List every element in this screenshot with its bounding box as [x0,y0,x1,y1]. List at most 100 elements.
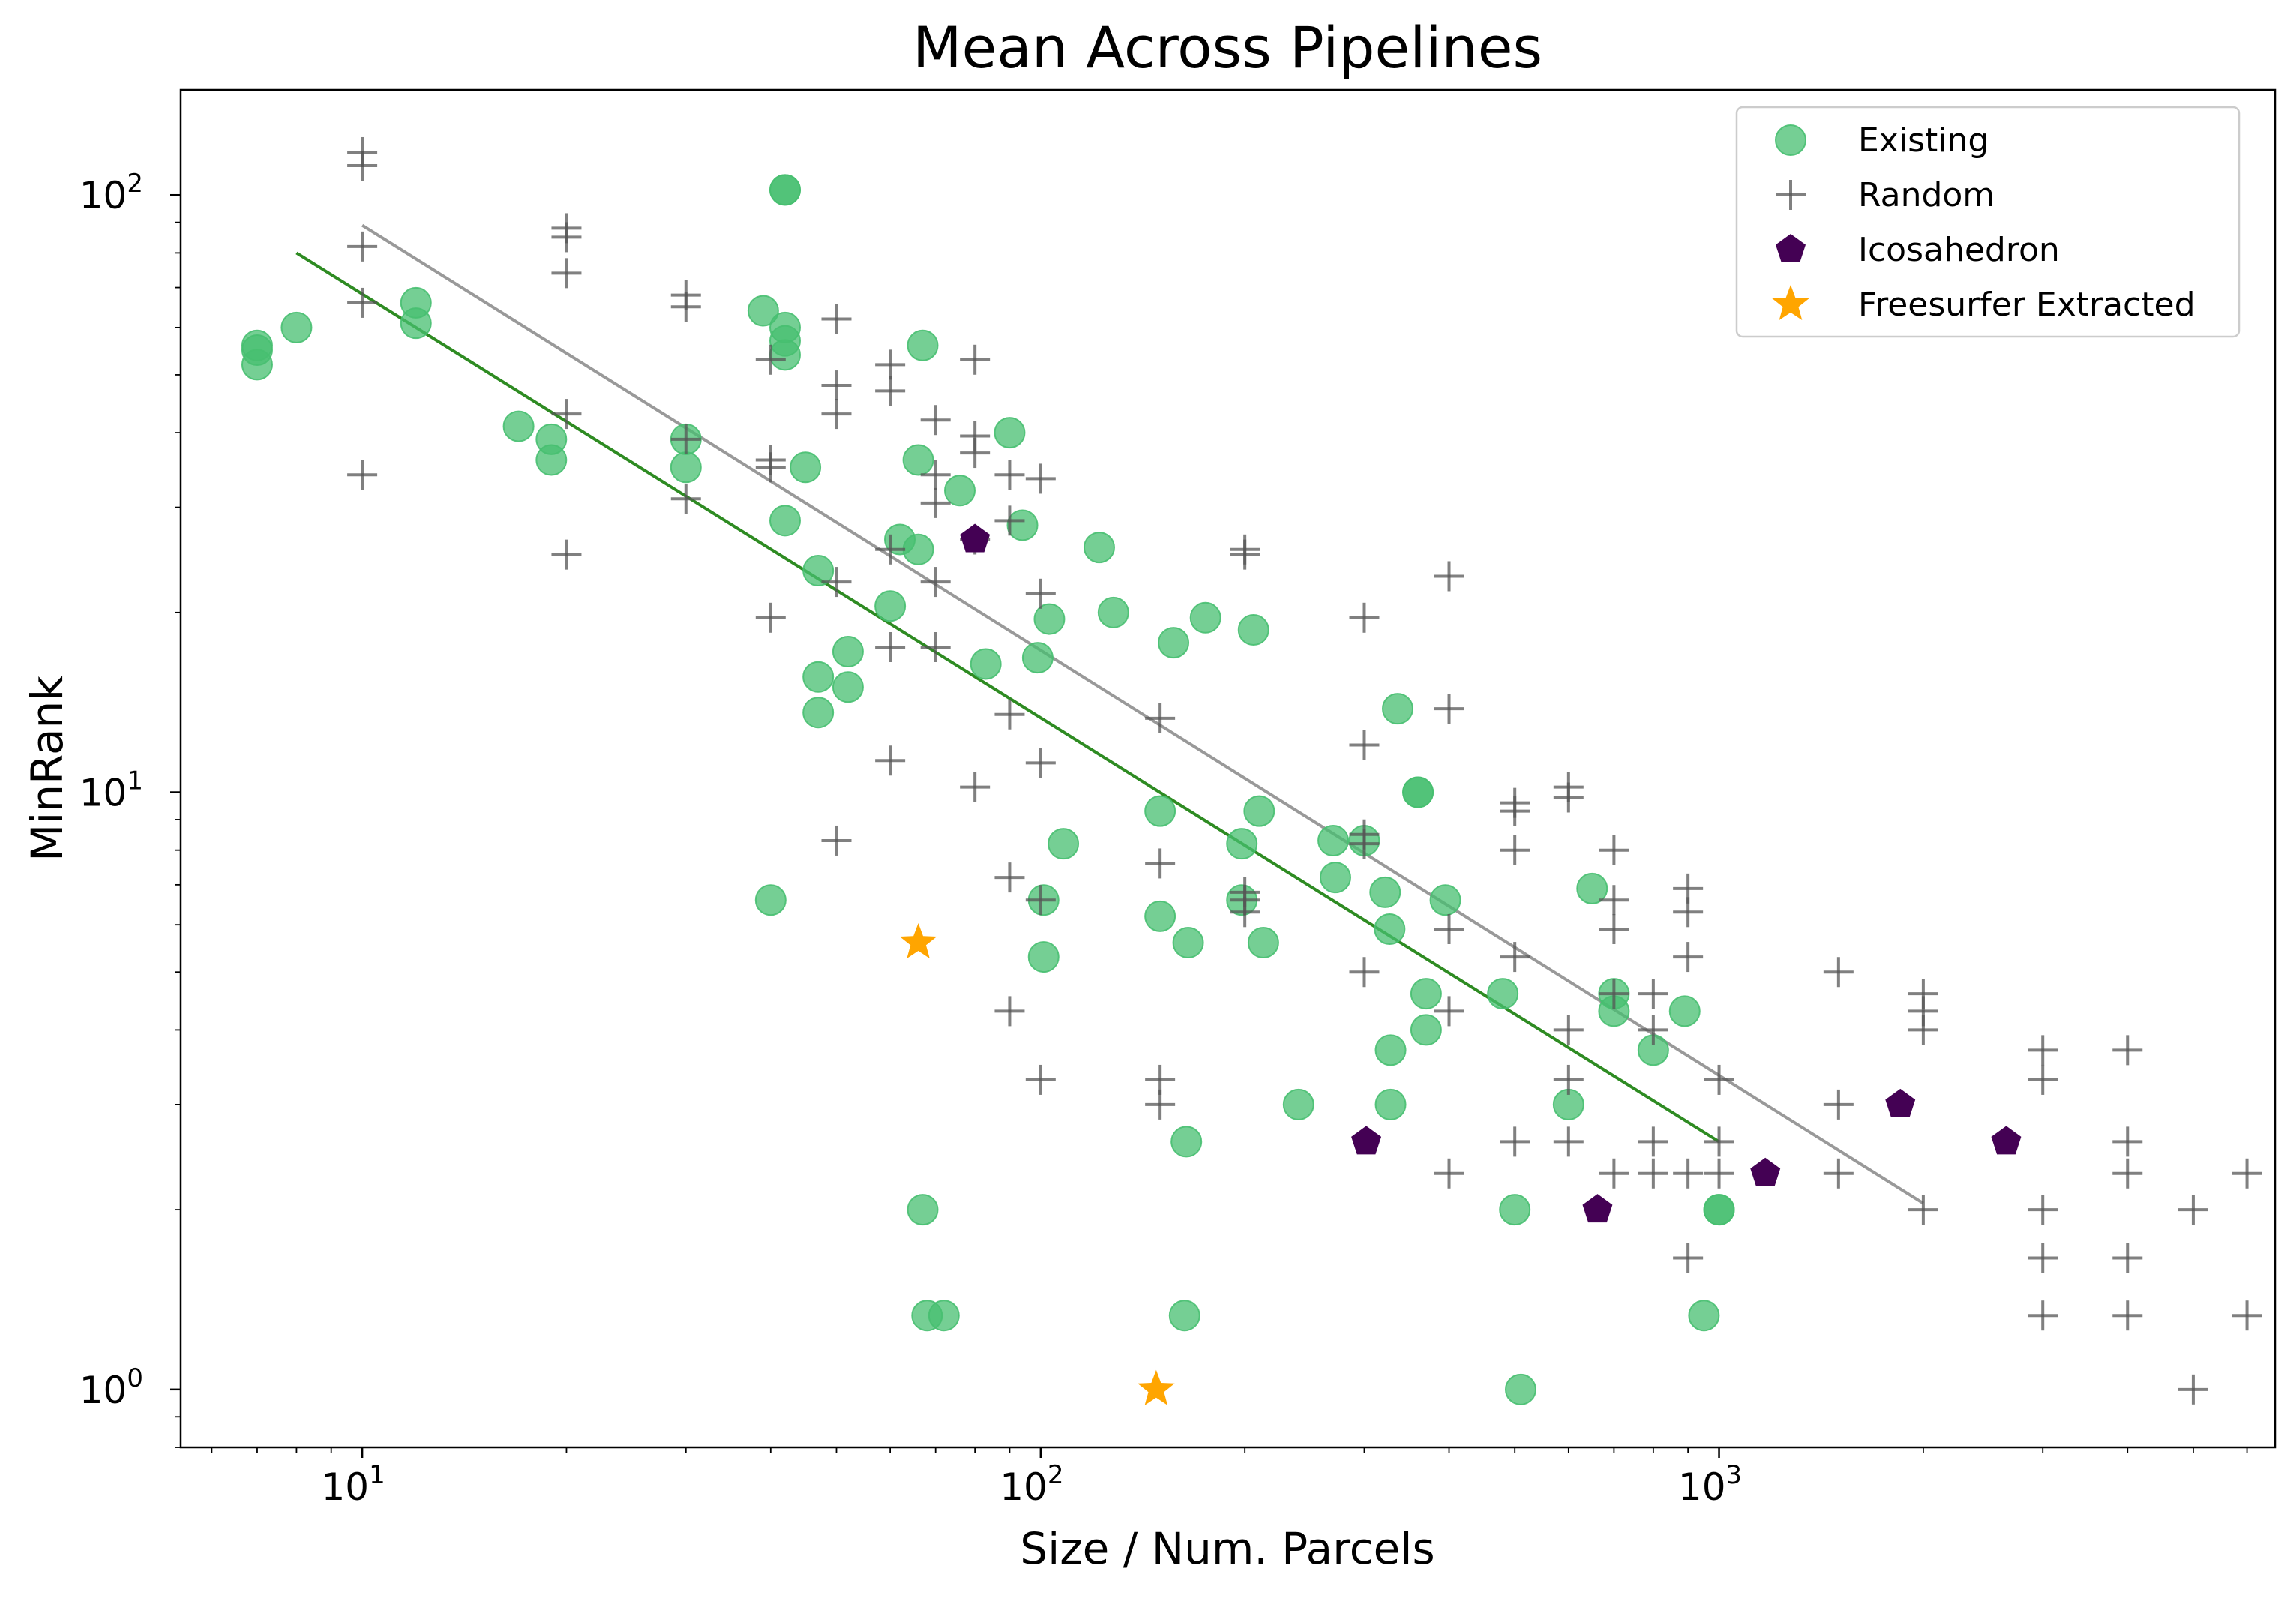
random-point [1553,1064,1584,1095]
random-point [960,344,991,375]
random-point [1500,835,1530,865]
random-point [1230,539,1260,570]
random-point [1823,1089,1854,1120]
random-point [1599,835,1629,865]
random-point [920,631,951,662]
existing-point [943,475,976,507]
x-tick-label: 102 [1000,1460,1063,1509]
random-point [875,745,906,776]
existing-point [1688,1300,1720,1332]
random-point [2232,1300,2262,1331]
random-point [821,825,852,856]
existing-point [241,329,273,361]
random-point [920,567,951,598]
random-point [1553,1126,1584,1157]
existing-point [1006,509,1039,541]
fit-line-existing [295,251,1720,1144]
random-point [920,460,951,490]
existing-point [902,533,934,565]
existing-point [1487,978,1519,1010]
legend-marker-freesurfer-extracted [1772,285,1809,320]
x-axis-ticks: 101 102 103 [211,1447,2248,1509]
legend-marker-random [1776,180,1806,210]
existing-point [1247,927,1279,959]
random-point [1145,1089,1176,1120]
freesurfer-extracted-point [1138,1369,1175,1405]
existing-point [400,286,432,319]
random-point [1434,694,1464,724]
existing-point [1021,642,1054,674]
existing-point [1410,978,1442,1010]
existing-point [790,451,822,484]
random-point [1434,996,1464,1027]
random-point [1349,730,1380,760]
existing-point [747,295,779,327]
existing-point [994,417,1026,449]
existing-point [1158,627,1190,659]
random-point [2112,1300,2143,1331]
random-point [875,376,906,406]
random-point [2178,1374,2208,1405]
random-point [1908,1195,1938,1225]
existing-point [1382,693,1414,725]
random-point [1145,848,1176,879]
random-point [821,567,852,598]
existing-point [832,635,864,667]
existing-point [670,451,702,484]
random-point [1434,913,1464,944]
random-point [875,349,906,380]
existing-point [1429,884,1461,916]
random-point [347,287,378,318]
existing-point [754,884,787,916]
existing-point [1504,1373,1536,1405]
random-point [1553,1015,1584,1045]
random-point [2112,1158,2143,1189]
random-point [551,539,582,570]
random-point [875,631,906,662]
random-point [1025,578,1056,609]
existing-point [1374,1034,1407,1066]
random-point [1823,957,1854,988]
random-point [2112,1243,2143,1273]
fit-line-random [361,223,1924,1205]
icosahedron-point [1582,1194,1613,1223]
y-tick-label: 102 [79,169,143,217]
random-point [821,304,852,334]
random-point [2232,1158,2262,1189]
legend-box [1735,106,2241,338]
random-point [755,344,786,375]
existing-point [1189,601,1221,634]
random-point [1553,782,1584,813]
y-tick-label: 101 [79,766,143,815]
existing-point [1374,1088,1407,1120]
legend-label-random: Random [1858,176,1995,214]
random-point [994,862,1025,893]
existing-point [1144,900,1176,932]
existing-point [1499,1194,1531,1226]
random-point [1599,1158,1629,1189]
random-point [1349,829,1380,859]
existing-point [1048,828,1080,860]
random-point [1025,463,1056,494]
existing-point [907,329,939,361]
icosahedron-point [1991,1126,2022,1155]
existing-point [1170,1126,1203,1158]
random-point [347,151,378,181]
existing-point [928,1300,960,1332]
existing-point [1374,913,1406,945]
existing-point [1243,795,1275,827]
random-point [1025,885,1056,916]
existing-point [769,174,801,206]
random-point [994,460,1025,490]
chart-title: Mean Across Pipelines [913,14,1542,81]
existing-point [902,444,934,476]
random-point [1349,602,1380,633]
random-point [2028,1243,2058,1273]
existing-point [1282,1088,1314,1120]
random-point [347,231,378,262]
random-point [1349,957,1380,988]
random-point [2112,1035,2143,1066]
existing-point [1317,824,1350,856]
existing-point [1237,614,1269,646]
random-point [1673,942,1704,973]
